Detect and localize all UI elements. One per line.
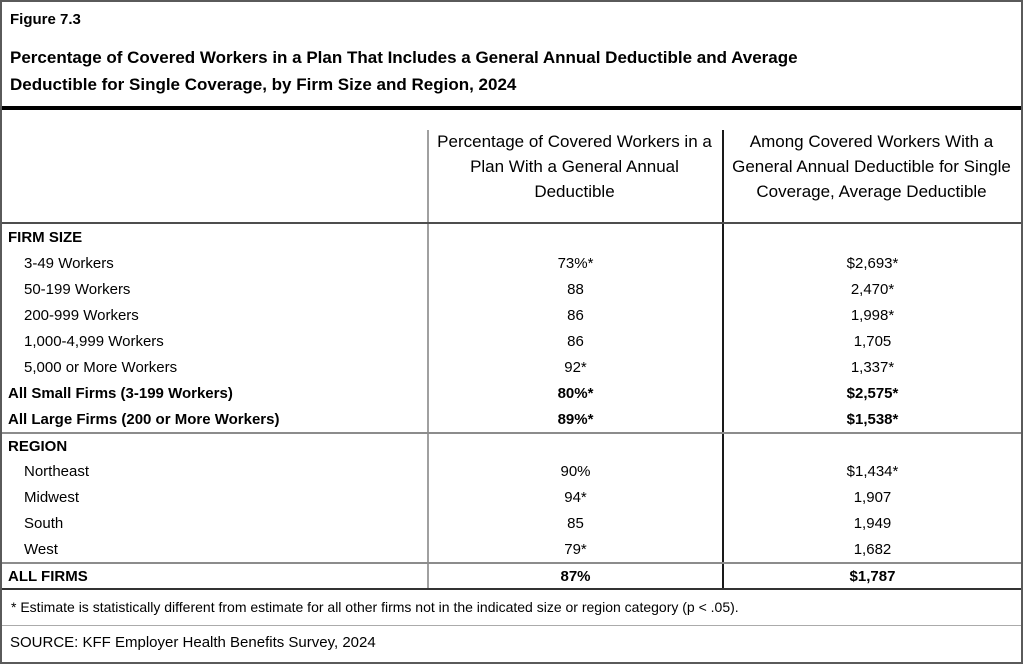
row-value-pct-with-deductible: 87% — [427, 564, 722, 588]
deductible-table: Percentage of Covered Workers in a Plan … — [2, 110, 1021, 590]
row-label: Northeast — [24, 462, 90, 480]
row-value-average-deductible: $1,787 — [722, 564, 1021, 588]
table-row: Midwest 94* 1,907 — [2, 484, 1021, 510]
row-value-average-deductible: $2,575* — [722, 380, 1021, 406]
row-value-average-deductible: 1,337* — [722, 354, 1021, 380]
row-label: 3-49 Workers — [24, 254, 114, 272]
row-label: 200-999 Workers — [24, 306, 139, 324]
table-row: West 79* 1,682 — [2, 536, 1021, 562]
table-row: 5,000 or More Workers 92* 1,337* — [2, 354, 1021, 380]
table-row: All Small Firms (3-199 Workers) 80%* $2,… — [2, 380, 1021, 406]
row-value-average-deductible: 1,949 — [722, 510, 1021, 536]
figure-label: Figure 7.3 — [10, 11, 81, 28]
row-value-pct-with-deductible: 73%* — [427, 250, 722, 276]
table-row: 1,000-4,999 Workers 86 1,705 — [2, 328, 1021, 354]
source-text: SOURCE: KFF Employer Health Benefits Sur… — [10, 634, 376, 651]
table-row: Northeast 90% $1,434* — [2, 458, 1021, 484]
row-value-pct-with-deductible: 92* — [427, 354, 722, 380]
row-value-average-deductible: 1,705 — [722, 328, 1021, 354]
row-value-average-deductible: $2,693* — [722, 250, 1021, 276]
table-row: ALL FIRMS 87% $1,787 — [2, 562, 1021, 588]
row-label: South — [24, 514, 64, 532]
row-label: All Small Firms (3-199 Workers) — [8, 384, 233, 402]
header-divider-2 — [722, 130, 724, 222]
row-value-pct-with-deductible: 94* — [427, 484, 722, 510]
table-body: FIRM SIZE 3-49 Workers 73%* $2,693* 50-1… — [2, 224, 1021, 590]
footnote-text: * Estimate is statistically different fr… — [2, 590, 1021, 626]
row-label: 5,000 or More Workers — [24, 358, 178, 376]
table-row: 3-49 Workers 73%* $2,693* — [2, 250, 1021, 276]
row-value-average-deductible: 2,470* — [722, 276, 1021, 302]
row-label: Midwest — [24, 488, 80, 506]
row-value-average-deductible: 1,907 — [722, 484, 1021, 510]
row-value-pct-with-deductible: 85 — [427, 510, 722, 536]
table-row: REGION — [2, 432, 1021, 458]
column-header-average-deductible: Among Covered Workers With a General Ann… — [732, 131, 1011, 201]
row-value-pct-with-deductible: 79* — [427, 536, 722, 562]
column-header-pct-with-deductible: Percentage of Covered Workers in a Plan … — [437, 131, 712, 201]
header-divider-1 — [427, 130, 429, 222]
row-label: 1,000-4,999 Workers — [24, 332, 164, 350]
figure-header: Figure 7.3 Percentage of Covered Workers… — [2, 2, 1021, 110]
row-value-pct-with-deductible: 86 — [427, 302, 722, 328]
row-value-pct-with-deductible: 80%* — [427, 380, 722, 406]
table-header-row: Percentage of Covered Workers in a Plan … — [2, 110, 1021, 224]
row-label: West — [24, 540, 58, 558]
row-value-average-deductible: 1,682 — [722, 536, 1021, 562]
row-value-average-deductible: 1,998* — [722, 302, 1021, 328]
row-label: 50-199 Workers — [24, 280, 131, 298]
row-label: All Large Firms (200 or More Workers) — [8, 410, 280, 428]
row-value-average-deductible — [722, 224, 1021, 250]
row-value-pct-with-deductible: 88 — [427, 276, 722, 302]
table-row: South 85 1,949 — [2, 510, 1021, 536]
row-label: ALL FIRMS — [8, 567, 88, 585]
figure-title: Percentage of Covered Workers in a Plan … — [10, 48, 798, 94]
table-row: 200-999 Workers 86 1,998* — [2, 302, 1021, 328]
row-label: FIRM SIZE — [8, 228, 83, 246]
row-value-pct-with-deductible — [427, 224, 722, 250]
row-value-pct-with-deductible: 86 — [427, 328, 722, 354]
row-value-average-deductible: $1,434* — [722, 458, 1021, 484]
column-header-category — [2, 110, 427, 222]
table-row: 50-199 Workers 88 2,470* — [2, 276, 1021, 302]
row-value-pct-with-deductible: 89%* — [427, 406, 722, 432]
row-value-average-deductible — [722, 434, 1021, 458]
row-value-average-deductible: $1,538* — [722, 406, 1021, 432]
row-label: REGION — [8, 437, 68, 455]
row-value-pct-with-deductible — [427, 434, 722, 458]
table-row: FIRM SIZE — [2, 224, 1021, 250]
table-row: All Large Firms (200 or More Workers) 89… — [2, 406, 1021, 432]
row-value-pct-with-deductible: 90% — [427, 458, 722, 484]
